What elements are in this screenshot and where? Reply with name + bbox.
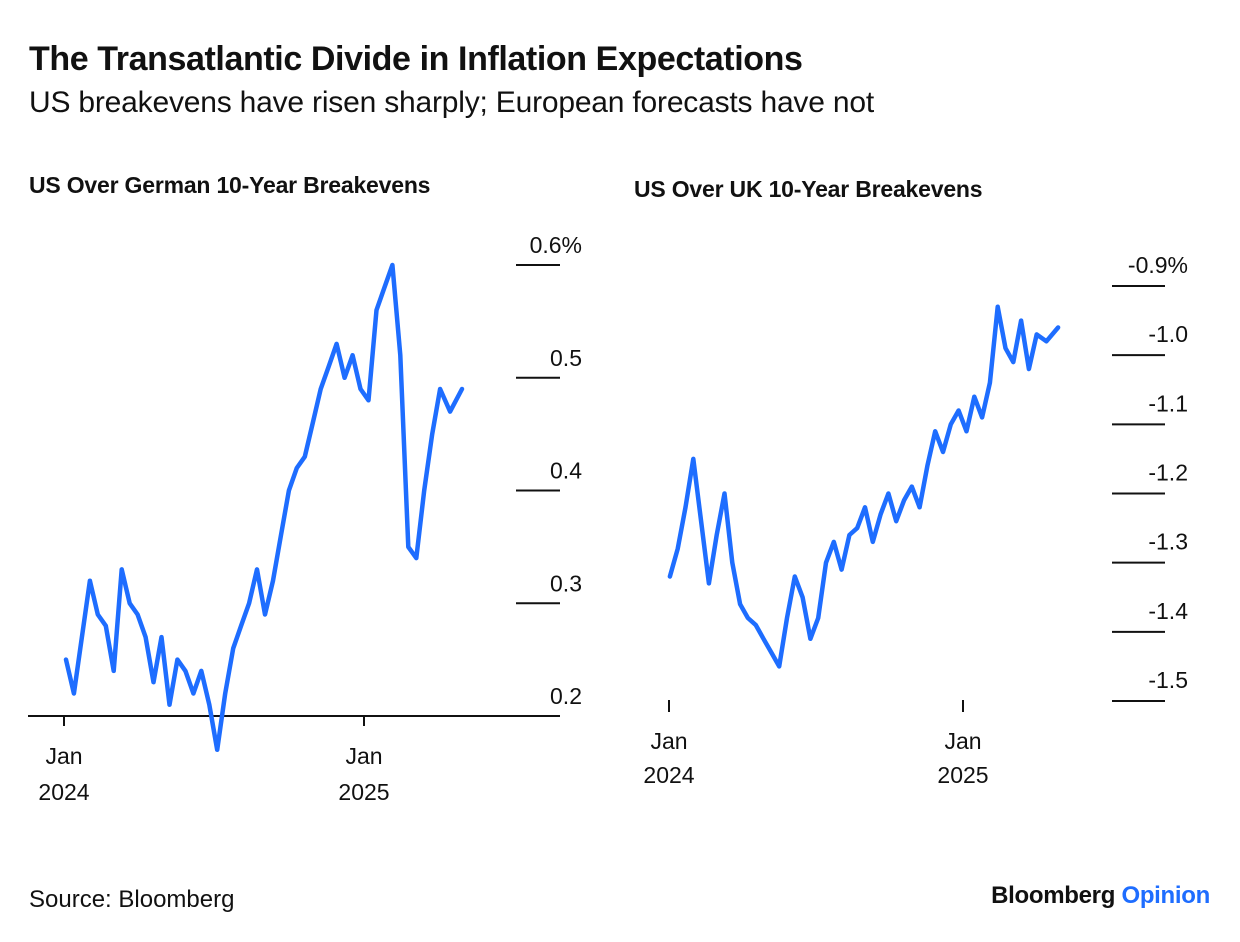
x-tick-label-year: 2025 bbox=[937, 762, 988, 788]
series-line bbox=[63, 262, 465, 753]
x-tick-label-month: Jan bbox=[345, 743, 382, 769]
chart-subtitle: US breakevens have risen sharply; Europe… bbox=[29, 86, 874, 119]
chart-title: The Transatlantic Divide in Inflation Ex… bbox=[29, 40, 803, 78]
panel-title-us-uk: US Over UK 10-Year Breakevens bbox=[634, 176, 983, 202]
y-tick-label: 0.2 bbox=[550, 683, 582, 709]
x-tick-label-month: Jan bbox=[944, 728, 981, 754]
bloomberg-opinion-logo: Bloomberg Opinion bbox=[991, 882, 1210, 910]
source-note: Source: Bloomberg bbox=[29, 886, 235, 913]
x-tick-label-month: Jan bbox=[45, 743, 82, 769]
y-tick-label: -1.0 bbox=[1148, 321, 1188, 347]
x-tick-label-year: 2025 bbox=[338, 779, 389, 805]
y-tick-label: -1.1 bbox=[1148, 390, 1188, 416]
y-tick-label: -0.9% bbox=[1128, 252, 1188, 278]
y-tick-label: -1.4 bbox=[1148, 598, 1188, 624]
logo-sub: Opinion bbox=[1121, 882, 1210, 909]
y-tick-label: -1.5 bbox=[1148, 667, 1188, 693]
series-line bbox=[667, 304, 1061, 669]
y-tick-label: 0.5 bbox=[550, 345, 582, 371]
logo-brand: Bloomberg bbox=[991, 882, 1116, 909]
y-tick-label: 0.6% bbox=[530, 232, 582, 258]
panel-title-us-german: US Over German 10-Year Breakevens bbox=[29, 172, 431, 198]
y-tick-label: 0.4 bbox=[550, 458, 582, 484]
x-tick-label-month: Jan bbox=[650, 728, 687, 754]
y-tick-label: 0.3 bbox=[550, 570, 582, 596]
x-tick-label-year: 2024 bbox=[38, 779, 89, 805]
y-tick-label: -1.2 bbox=[1148, 460, 1188, 486]
x-tick-label-year: 2024 bbox=[643, 762, 694, 788]
y-tick-label: -1.3 bbox=[1148, 529, 1188, 555]
